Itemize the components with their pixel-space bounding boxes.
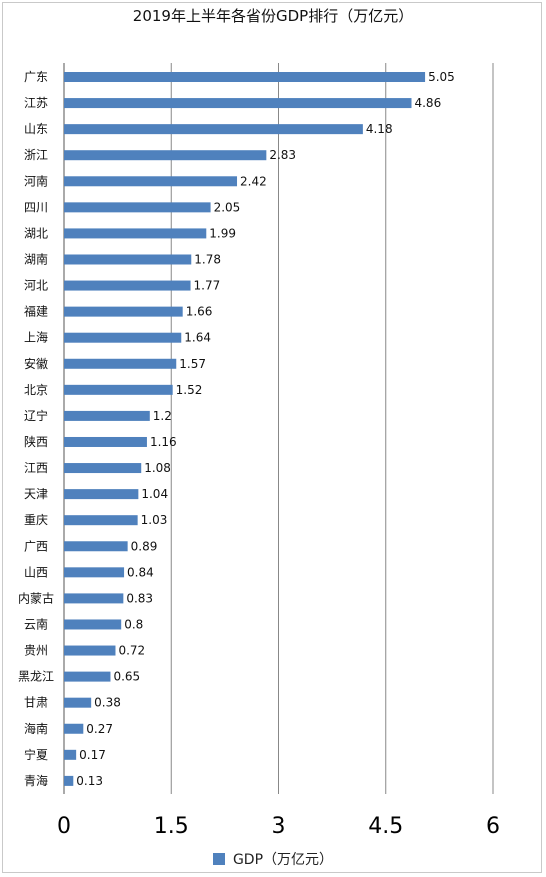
bar bbox=[64, 463, 142, 474]
category-label: 宁夏 bbox=[24, 747, 48, 762]
category-label: 山东 bbox=[24, 122, 48, 136]
bar bbox=[64, 619, 122, 630]
bar bbox=[64, 645, 116, 656]
bar bbox=[64, 541, 128, 552]
bar bbox=[64, 567, 125, 578]
category-label: 黑龙江 bbox=[18, 670, 54, 684]
legend-label: GDP（万亿元） bbox=[232, 852, 334, 868]
chart-title: 2019年上半年各省份GDP排行（万亿元） bbox=[132, 7, 414, 25]
category-label: 青海 bbox=[24, 773, 48, 788]
bar bbox=[64, 176, 238, 187]
category-label: 江西 bbox=[24, 461, 48, 475]
data-label: 0.38 bbox=[94, 696, 121, 710]
category-label: 上海 bbox=[24, 330, 48, 345]
bar bbox=[64, 384, 173, 395]
category-label: 广西 bbox=[24, 539, 48, 553]
category-label: 山西 bbox=[24, 565, 48, 579]
category-label: 河南 bbox=[24, 173, 48, 188]
bar bbox=[64, 332, 182, 343]
data-label: 2.42 bbox=[240, 174, 267, 188]
category-label: 内蒙古 bbox=[18, 590, 54, 605]
bar bbox=[64, 124, 363, 135]
bar bbox=[64, 254, 192, 265]
data-label: 1.16 bbox=[150, 435, 177, 449]
bar bbox=[64, 593, 124, 604]
category-label: 北京 bbox=[24, 383, 48, 397]
category-label: 云南 bbox=[24, 616, 48, 631]
x-tick-label: 1.5 bbox=[154, 814, 189, 839]
data-label: 0.72 bbox=[118, 644, 145, 658]
category-label: 湖南 bbox=[24, 251, 48, 266]
bar bbox=[64, 202, 211, 213]
category-label: 广东 bbox=[24, 70, 48, 84]
data-label: 1.2 bbox=[153, 409, 172, 423]
x-tick-label: 6 bbox=[486, 814, 500, 839]
bar bbox=[64, 72, 426, 82]
bar bbox=[64, 723, 84, 734]
bar bbox=[64, 98, 412, 109]
x-tick-label: 4.5 bbox=[368, 814, 403, 839]
data-label: 0.17 bbox=[79, 748, 106, 762]
data-label: 1.04 bbox=[141, 487, 168, 501]
legend: GDP（万亿元） bbox=[0, 849, 546, 869]
data-label: 0.84 bbox=[127, 565, 154, 579]
category-label: 甘肃 bbox=[24, 696, 48, 710]
category-label: 浙江 bbox=[24, 148, 48, 162]
bar bbox=[64, 410, 150, 421]
data-label: 0.27 bbox=[86, 722, 113, 736]
bar bbox=[64, 228, 207, 239]
data-label: 0.8 bbox=[124, 617, 143, 631]
category-label: 江苏 bbox=[24, 96, 48, 110]
data-label: 1.99 bbox=[209, 226, 236, 240]
category-label: 天津 bbox=[24, 487, 48, 501]
bar bbox=[64, 749, 77, 760]
bar bbox=[64, 515, 138, 526]
category-label: 重庆 bbox=[24, 513, 48, 527]
data-label: 0.65 bbox=[113, 670, 140, 684]
category-label: 海南 bbox=[24, 721, 48, 736]
category-label: 陕西 bbox=[24, 434, 48, 449]
data-label: 1.64 bbox=[184, 331, 211, 345]
data-label: 1.08 bbox=[144, 461, 171, 475]
bar bbox=[64, 150, 267, 161]
data-label: 0.89 bbox=[131, 539, 158, 553]
data-label: 2.83 bbox=[269, 148, 296, 162]
bar bbox=[64, 489, 139, 500]
category-label: 贵州 bbox=[24, 644, 48, 658]
data-label: 2.05 bbox=[214, 200, 241, 214]
data-label: 1.52 bbox=[176, 383, 203, 397]
bar bbox=[64, 280, 191, 291]
category-label: 辽宁 bbox=[24, 408, 48, 423]
bar bbox=[64, 358, 177, 369]
category-label: 四川 bbox=[24, 200, 48, 214]
bar bbox=[64, 697, 92, 708]
data-label: 4.18 bbox=[366, 122, 393, 136]
x-tick-label: 3 bbox=[272, 814, 286, 839]
data-label: 0.13 bbox=[76, 774, 103, 788]
x-tick-label: 0 bbox=[57, 814, 71, 839]
bar bbox=[64, 775, 74, 786]
category-label: 福建 bbox=[24, 304, 48, 319]
data-label: 1.78 bbox=[194, 252, 221, 266]
data-label: 1.66 bbox=[186, 305, 213, 319]
data-label: 0.83 bbox=[126, 591, 153, 605]
category-label: 湖北 bbox=[24, 225, 48, 240]
bar bbox=[64, 306, 183, 317]
data-label: 1.77 bbox=[194, 279, 221, 293]
data-label: 5.05 bbox=[428, 70, 455, 84]
data-label: 4.86 bbox=[414, 96, 441, 110]
bar bbox=[64, 436, 147, 447]
bar bbox=[64, 671, 111, 682]
data-label: 1.03 bbox=[141, 513, 168, 527]
data-label: 1.57 bbox=[179, 357, 206, 371]
category-label: 安徽 bbox=[24, 356, 48, 371]
legend-swatch bbox=[212, 853, 225, 865]
category-label: 河北 bbox=[24, 279, 48, 293]
